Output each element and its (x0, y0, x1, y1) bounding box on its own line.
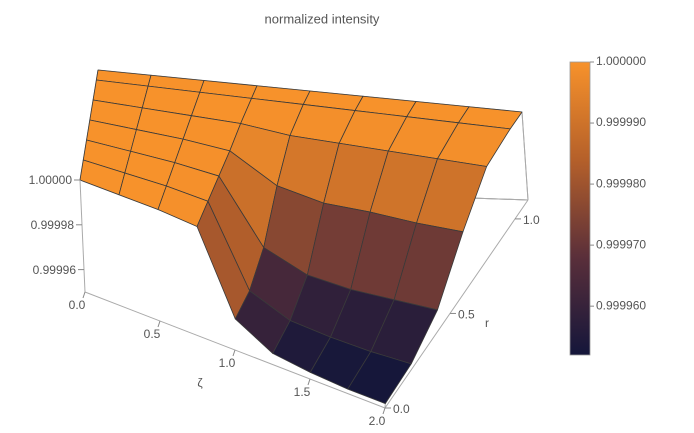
x-tick-label: 0.5 (144, 327, 161, 341)
chart-title: normalized intensity (265, 11, 380, 26)
y-tick-label: 1.0 (523, 213, 540, 227)
colorbar-tick-label: 0.999970 (596, 237, 646, 251)
surface-patch (347, 351, 412, 405)
y-tick-label: 0.5 (458, 308, 475, 322)
surface (79, 69, 523, 405)
x-tick (232, 349, 236, 357)
box-edge (384, 199, 529, 409)
x-tick (157, 320, 161, 328)
x-axis-label: ζ (197, 376, 203, 390)
y-tick-label: 0.0 (393, 402, 410, 416)
colorbar (569, 61, 591, 356)
z-tick-label: 0.99998 (31, 218, 75, 232)
colorbar-tick-label: 0.999960 (596, 298, 646, 312)
z-tick-label: 1.00000 (29, 173, 73, 187)
y-axis-label: r (485, 316, 489, 330)
z-tick-label: 0.99996 (33, 263, 77, 277)
x-tick-label: 0.0 (69, 298, 86, 312)
box-edge (79, 179, 86, 293)
box-edge (521, 111, 529, 201)
x-tick-label: 2.0 (369, 414, 386, 428)
x-tick-label: 1.5 (294, 385, 311, 399)
x-tick (82, 291, 86, 299)
colorbar-tick-label: 1.000000 (596, 54, 646, 68)
x-tick (382, 407, 386, 415)
colorbar-tick-label: 0.999990 (596, 115, 646, 129)
colorbar-tick-label: 0.999980 (596, 176, 646, 190)
x-tick (307, 378, 311, 386)
x-tick-label: 1.0 (219, 356, 236, 370)
